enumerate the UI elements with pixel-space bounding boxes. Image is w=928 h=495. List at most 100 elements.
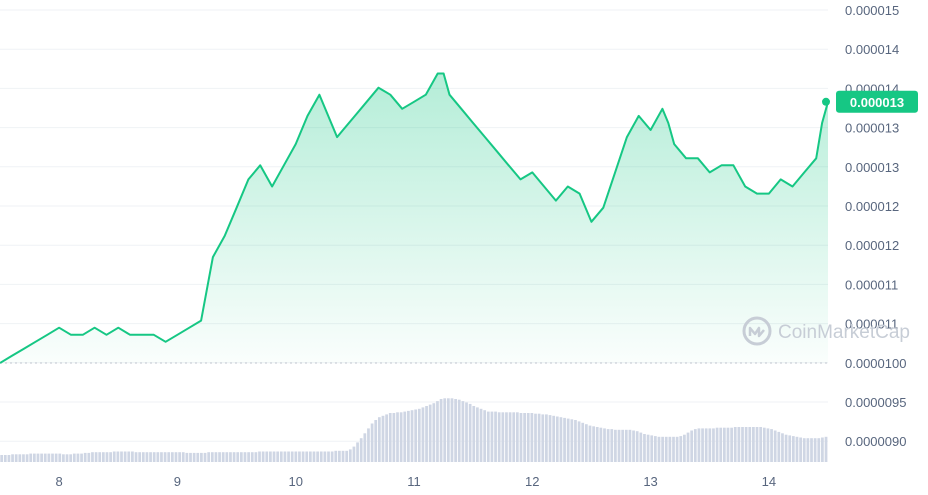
volume-bar — [672, 436, 675, 462]
volume-bar — [657, 436, 661, 462]
y-tick-label: 0.000012 — [845, 199, 899, 214]
volume-bar — [668, 436, 672, 462]
volume-bar — [515, 412, 519, 462]
volume-bar — [730, 427, 733, 462]
price-area — [0, 73, 828, 363]
volume-bar — [683, 434, 686, 462]
volume-bar — [417, 408, 421, 462]
price-tag-label: 0.000013 — [850, 95, 904, 110]
volume-bar — [32, 453, 36, 462]
volume-bar — [308, 451, 312, 462]
volume-bar — [51, 453, 54, 462]
volume-bar — [225, 452, 229, 462]
volume-bar — [541, 414, 545, 462]
volume-bar — [54, 453, 58, 462]
x-tick-label: 14 — [762, 474, 776, 489]
volume-bar — [62, 454, 65, 462]
volume-bar — [468, 403, 472, 462]
volume-bar — [722, 427, 726, 462]
volume-bar — [112, 451, 116, 462]
volume-bar — [87, 452, 91, 462]
volume-bar — [134, 452, 138, 462]
volume-bar — [555, 416, 559, 462]
volume-bar — [305, 451, 309, 462]
volume-bar — [479, 408, 483, 462]
volume-bar — [810, 438, 813, 462]
volume-bar — [715, 427, 719, 462]
y-axis-ticks: 0.0000150.0000140.0000140.0000130.000013… — [845, 3, 906, 449]
volume-bar — [494, 411, 497, 462]
volume-bar — [374, 420, 378, 462]
volume-bar — [163, 452, 167, 462]
volume-bar — [370, 423, 374, 462]
volume-bar — [392, 413, 396, 462]
volume-bar — [574, 420, 577, 462]
volume-bar — [675, 436, 679, 462]
volume-bar — [436, 401, 439, 462]
volume-bar — [486, 411, 490, 462]
volume-bar — [548, 415, 552, 462]
volume-bar — [290, 451, 294, 462]
volume-bar — [319, 451, 323, 462]
volume-bar — [497, 412, 501, 462]
x-tick-label: 11 — [407, 474, 421, 489]
volume-bar — [708, 428, 712, 462]
volume-bar — [348, 449, 352, 462]
volume-bar — [733, 427, 737, 462]
x-tick-label: 13 — [643, 474, 657, 489]
volume-bar — [534, 413, 537, 462]
volume-bar — [141, 452, 145, 462]
volume-bar — [414, 409, 418, 462]
volume-bar — [592, 426, 595, 462]
volume-bar — [170, 452, 174, 462]
volume-bar — [606, 429, 610, 462]
volume-bar — [200, 452, 203, 462]
volume-bar — [189, 452, 192, 462]
volume-bar — [214, 452, 218, 462]
volume-bar — [545, 414, 548, 462]
volume-bar — [385, 414, 388, 462]
volume-bar — [712, 428, 715, 462]
volume-bar — [795, 436, 799, 462]
volume-bar — [781, 433, 784, 462]
volume-bar — [239, 452, 243, 462]
volume-bar — [661, 436, 664, 462]
volume-bar — [472, 406, 476, 462]
volume-bar — [94, 452, 98, 462]
volume-bar — [559, 417, 563, 462]
volume-bar — [450, 398, 454, 462]
volume-bar — [512, 412, 516, 462]
volume-bar — [116, 451, 120, 462]
volume-bar — [359, 438, 363, 462]
volume-bar — [643, 434, 646, 462]
y-tick-label: 0.000013 — [845, 121, 899, 136]
volume-bar — [693, 429, 697, 462]
volume-bar — [18, 454, 22, 462]
volume-bar — [686, 432, 690, 462]
volume-bar — [338, 450, 341, 462]
volume-bar — [762, 427, 766, 462]
volume-bar — [221, 452, 225, 462]
volume-bar — [690, 430, 694, 462]
volume-bar — [98, 452, 102, 462]
volume-bar — [145, 452, 149, 462]
volume-bar — [410, 410, 414, 462]
volume-bar — [11, 454, 14, 462]
volume-bar — [632, 430, 635, 462]
volume-bar — [428, 404, 432, 462]
volume-bar — [624, 429, 628, 462]
volume-bar — [105, 452, 109, 462]
volume-bar — [276, 451, 280, 462]
volume-bar — [664, 436, 668, 462]
volume-bar — [726, 427, 730, 462]
volume-bar — [196, 452, 200, 462]
volume-bar — [156, 452, 160, 462]
volume-bar — [185, 452, 189, 462]
volume-bar — [316, 451, 319, 462]
volume-bar — [566, 418, 570, 462]
volume-bar — [207, 452, 211, 462]
volume-bar — [457, 399, 461, 462]
volume-bar — [269, 451, 272, 462]
volume-bar — [407, 410, 410, 462]
volume-bar — [552, 415, 556, 462]
